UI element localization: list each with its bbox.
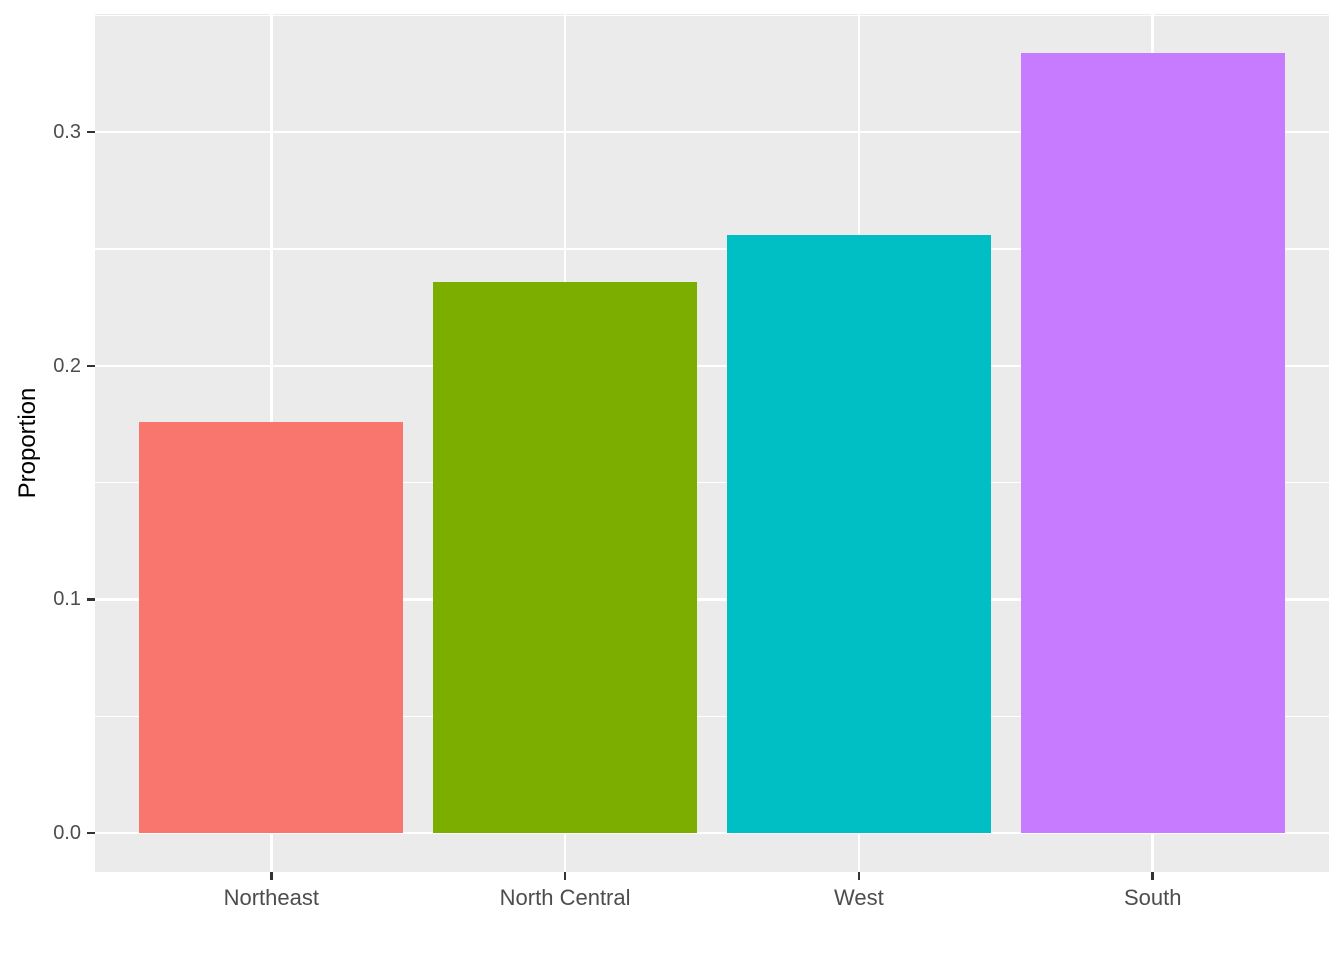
plot-panel bbox=[95, 14, 1329, 872]
y-tick-label: 0.1 bbox=[53, 588, 81, 611]
x-axis-label-west: West bbox=[834, 885, 884, 910]
bar-north-central bbox=[432, 281, 698, 833]
gridline-minor-y bbox=[95, 248, 1329, 250]
y-tick-label: 0.3 bbox=[53, 121, 81, 144]
x-axis-label-north-central: North Central bbox=[499, 885, 631, 910]
x-axis-tick bbox=[270, 872, 273, 880]
x-axis-label-northeast: Northeast bbox=[223, 885, 319, 910]
gridline-minor-y bbox=[95, 481, 1329, 484]
gridline-minor-y bbox=[95, 715, 1329, 717]
x-axis-tick bbox=[563, 872, 567, 880]
x-axis-tick bbox=[1151, 872, 1154, 880]
y-axis-tick bbox=[87, 130, 95, 134]
y-axis-tick bbox=[87, 831, 95, 835]
bar-south bbox=[1020, 52, 1285, 833]
bar-northeast bbox=[139, 421, 404, 833]
x-axis-label-south: South bbox=[1123, 885, 1182, 910]
x-axis-tick bbox=[857, 872, 861, 880]
gridline-minor-y bbox=[95, 14, 1329, 17]
y-axis-tick bbox=[87, 364, 95, 368]
y-tick-label: 0.0 bbox=[53, 821, 81, 844]
gridline-major-y bbox=[95, 130, 1329, 134]
y-axis-title: Proportion bbox=[14, 387, 41, 499]
y-axis-tick bbox=[87, 598, 95, 601]
gridline-major-y bbox=[95, 598, 1329, 601]
gridline-major-y bbox=[95, 364, 1329, 368]
y-tick-label: 0.2 bbox=[53, 354, 81, 377]
bar-west bbox=[726, 234, 992, 833]
gridline-major-y bbox=[95, 831, 1329, 835]
